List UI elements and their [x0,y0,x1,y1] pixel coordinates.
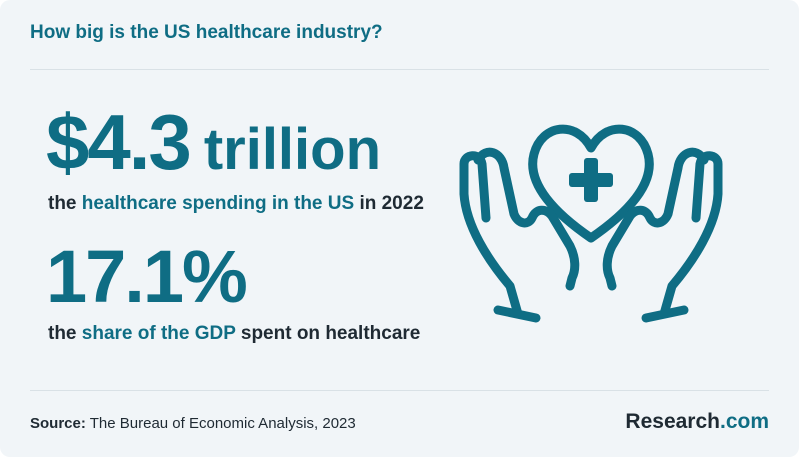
caption-highlight: share of the GDP [81,323,236,344]
medical-cross-icon [569,158,613,202]
heart-icon [528,124,654,243]
top-divider [30,69,769,70]
caption-prefix: the [48,193,82,214]
stat-spending-number: $4.3 [46,98,192,186]
caption-highlight: healthcare spending in the US [81,193,355,214]
brand-logo[interactable]: Research.com [625,410,769,434]
stat-gdp-share-caption: the share of the GDP spent on healthcare [48,323,420,345]
source-label: Source: [30,415,86,432]
caption-suffix: in 2022 [354,193,424,214]
stat-spending-caption: the healthcare spending in the US in 202… [48,193,424,215]
stat-gdp-share-value: 17.1% [46,235,248,318]
page-title: How big is the US healthcare industry? [30,22,383,43]
brand-domain: .com [719,410,769,433]
stat-spending-unit: trillion [203,117,382,182]
brand-name: Research [625,410,720,433]
caption-prefix: the [48,323,82,344]
source-note: Source: The Bureau of Economic Analysis,… [30,415,356,432]
stat-spending-value: $4.3 trillion [46,103,381,181]
caption-suffix: spent on healthcare [235,323,421,344]
source-text: The Bureau of Economic Analysis, 2023 [85,415,356,432]
bottom-divider [30,390,769,391]
hands-holding-heart-medical-cross-icon [459,124,723,323]
